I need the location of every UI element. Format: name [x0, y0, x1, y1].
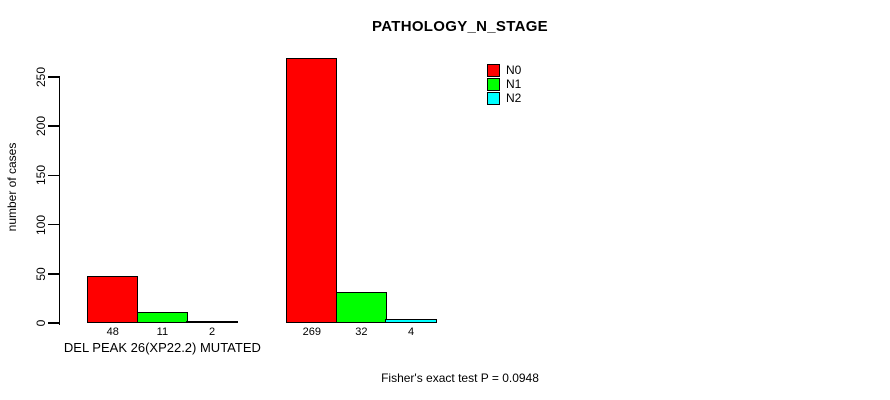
bar-value-label: 4: [407, 326, 415, 338]
bar-value-label: 269: [302, 326, 321, 338]
legend-row: N2: [487, 92, 521, 105]
bar-value-label: 2: [208, 326, 216, 338]
y-tick: [48, 174, 60, 177]
bar: [87, 275, 139, 323]
bar: [286, 58, 338, 323]
legend: N0 N1 N2: [487, 64, 521, 106]
legend-row: N0: [487, 64, 521, 77]
group-label: DEL PEAK 26(XP22.2) MUTATED: [63, 340, 261, 355]
bar-value-label: 32: [355, 326, 368, 338]
y-tick-label: 200: [34, 116, 48, 137]
legend-label: N2: [506, 91, 522, 105]
legend-swatch: [487, 64, 500, 77]
bar: [335, 291, 387, 323]
bar-value-label: 48: [106, 326, 119, 338]
y-axis-line: [58, 77, 60, 325]
bar: [385, 319, 437, 323]
stat-annotation: Fisher's exact test P = 0.0948: [381, 371, 539, 385]
bar: [186, 321, 238, 324]
legend-swatch: [487, 92, 500, 105]
y-tick-label: 100: [34, 214, 48, 235]
legend-label: N1: [506, 77, 522, 91]
chart-title: PATHOLOGY_N_STAGE: [372, 18, 548, 35]
legend-row: N1: [487, 78, 521, 91]
y-tick: [48, 76, 60, 78]
bar: [136, 312, 188, 323]
y-tick: [48, 322, 60, 324]
y-tick-label: 250: [34, 66, 48, 88]
legend-swatch: [487, 78, 500, 91]
y-tick-label: 50: [34, 267, 48, 281]
y-tick-label: 150: [34, 165, 48, 186]
y-tick-label: 0: [34, 319, 48, 327]
y-tick: [48, 273, 60, 275]
legend-label: N0: [506, 63, 522, 77]
bar-value-label: 11: [156, 326, 169, 338]
y-tick: [48, 223, 60, 226]
y-tick: [48, 125, 60, 127]
